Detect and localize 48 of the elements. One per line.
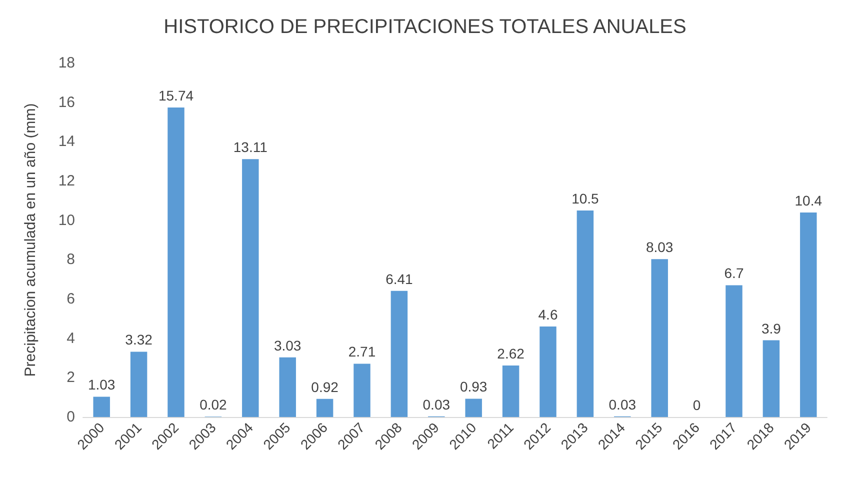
- bar: [762, 340, 780, 417]
- bar: [279, 357, 296, 417]
- data-label: 3.9: [761, 320, 782, 336]
- y-tick-label: 10: [58, 212, 75, 229]
- y-tick-label: 18: [58, 54, 75, 72]
- data-label: 0.92: [311, 378, 339, 395]
- bar: [390, 290, 408, 417]
- data-label: 2.62: [497, 345, 525, 362]
- bar: [93, 396, 110, 417]
- bar: [502, 365, 520, 417]
- data-label: 1.03: [88, 376, 116, 393]
- y-tick-label: 4: [66, 330, 75, 347]
- data-label: 8.03: [646, 239, 674, 256]
- bar: [242, 159, 259, 417]
- data-label: 6.7: [724, 265, 744, 282]
- data-label: 13.11: [233, 139, 268, 156]
- data-label: 0.03: [608, 396, 636, 412]
- bar: [800, 212, 817, 417]
- y-tick-label: 16: [58, 94, 75, 111]
- data-label: 10.4: [794, 192, 822, 208]
- bar: [576, 210, 594, 417]
- data-label: 15.74: [158, 87, 194, 104]
- y-tick-label: 6: [66, 290, 75, 308]
- bar: [726, 285, 742, 417]
- bar: [540, 326, 556, 417]
- y-tick-label: 14: [58, 133, 75, 150]
- bar: [354, 364, 370, 417]
- data-label: 0.93: [460, 378, 488, 395]
- bar: [130, 352, 148, 417]
- y-tick-label: 8: [66, 251, 75, 268]
- y-tick-label: 12: [58, 172, 75, 190]
- bar: [651, 259, 668, 417]
- data-label: 0.02: [200, 396, 228, 413]
- bar: [465, 398, 482, 417]
- data-label: 0: [692, 397, 701, 413]
- data-label: 3.03: [274, 337, 302, 354]
- bar: [168, 107, 184, 417]
- data-label: 4.6: [538, 306, 558, 323]
- chart-title: HISTORICO DE PRECIPITACIONES TOTALES ANUALES: [164, 16, 686, 38]
- data-label: 2.71: [348, 344, 376, 360]
- y-tick-label: 0: [66, 408, 75, 426]
- y-tick-label: 2: [66, 369, 75, 386]
- data-label: 3.32: [125, 332, 153, 348]
- data-label: 6.41: [386, 270, 414, 287]
- data-label: 10.5: [572, 190, 600, 206]
- data-label: 0.03: [422, 396, 450, 412]
- bar: [316, 398, 334, 417]
- y-axis-title: Precipitacion acumulada en un año (mm): [22, 103, 39, 377]
